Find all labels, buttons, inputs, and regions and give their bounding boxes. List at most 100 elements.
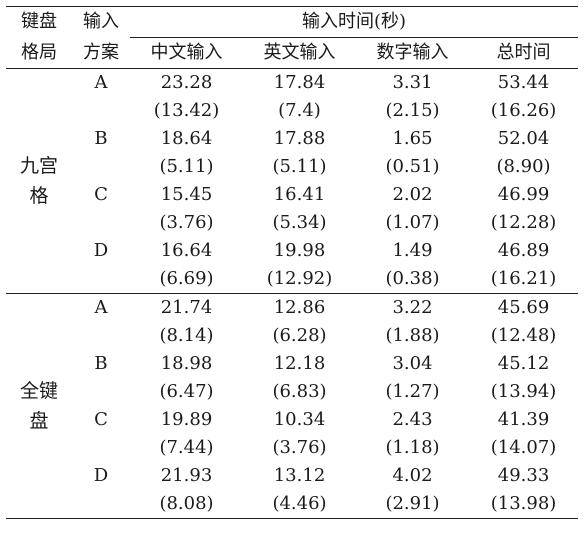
keyboard-layout-text: 全键 — [19, 380, 58, 402]
keyboard-layout-text: 九宫 — [19, 155, 58, 177]
sd-value-cell: (4.46) — [243, 490, 356, 519]
table-row-mean: 九宫格 A 23.28 17.84 3.31 53.44 — [6, 69, 578, 207]
table-row-sd: (8.14) (6.28) (1.88) (12.48) — [6, 322, 578, 350]
sd-value-cell: (14.07) — [490, 437, 557, 458]
mean-value-cell: 17.84 — [273, 72, 326, 93]
table-row-sd: (3.76) (5.34) (1.07) (12.28) — [6, 209, 578, 237]
table-body: 九宫格 A 23.28 17.84 3.31 53.44 (13.42) (7.4) (2.15… — [6, 69, 579, 519]
sd-value-cell: (12.48) — [490, 325, 557, 346]
mean-value-cell: 18.98 — [160, 353, 213, 374]
sd-value-cell: (6.47) — [159, 381, 214, 402]
sd-value-cell: (7.44) — [159, 437, 214, 458]
sd-value-cell: (16.21) — [490, 268, 557, 289]
table-row-mean: 全键盘 A 21.74 12.86 3.22 45.69 — [6, 293, 579, 519]
sd-value-cell: (6.69) — [159, 268, 214, 289]
table-header: 键盘 输入 输入时间(秒) 格局 方案 中文输入 英文输入 数字输入 总时间 — [6, 6, 579, 69]
sd-value-cell: (12.92) — [266, 268, 333, 289]
mean-value-cell: 3.22 — [356, 293, 469, 322]
table-row-mean: C 19.89 10.34 2.43 41.39 — [6, 406, 578, 434]
sd-value-cell: (5.11) — [159, 156, 214, 177]
sd-value-cell: (16.26) — [490, 100, 557, 121]
scheme-label: D — [72, 462, 130, 519]
scheme-label: C — [94, 184, 108, 205]
scheme-label: A — [94, 72, 108, 93]
mean-value-cell: 45.12 — [497, 353, 550, 374]
sd-value-cell: (7.4) — [278, 100, 321, 121]
table-row-sd: (6.47) (6.83) (1.27) (13.94) — [6, 378, 578, 406]
sd-value-cell: (0.51) — [385, 156, 440, 177]
column-header: 数字输入 — [356, 37, 469, 69]
mean-value-cell: 2.02 — [392, 184, 433, 205]
table-row-mean: D 21.93 13.12 4.02 49.33 — [6, 462, 578, 519]
sd-value-cell: (8.90) — [496, 156, 551, 177]
mean-value-cell: 3.31 — [392, 72, 433, 93]
group-header: 输入时间(秒) — [130, 6, 579, 38]
mean-value-cell: 16.41 — [273, 184, 326, 205]
scheme-label: C — [94, 409, 108, 430]
mean-value-cell: 10.34 — [273, 409, 326, 430]
table-row-sd: (8.08) (4.46) (2.91) (13.98) — [6, 490, 579, 519]
sd-value-cell: (5.11) — [272, 156, 327, 177]
mean-value-cell: 3.04 — [392, 353, 433, 374]
sd-value-cell: (2.91) — [356, 490, 469, 519]
mean-value-cell: 45.69 — [469, 293, 579, 322]
mean-value-cell: 1.65 — [392, 128, 433, 149]
mean-value-cell: 53.44 — [497, 72, 550, 93]
column-header: 总时间 — [469, 37, 579, 69]
mean-value-cell: 19.89 — [160, 409, 213, 430]
sd-value-cell: (13.42) — [153, 100, 220, 121]
sd-value-cell: (3.76) — [159, 212, 214, 233]
sd-value-cell: (2.15) — [385, 100, 440, 121]
keyboard-layout-text: 盘 — [29, 410, 49, 432]
header-cell: 输入 — [72, 6, 130, 38]
mean-value-cell: 41.39 — [497, 409, 550, 430]
scheme-label: B — [94, 128, 108, 149]
mean-value-cell: 12.86 — [243, 293, 356, 322]
sd-value-cell: (13.94) — [490, 381, 557, 402]
header-cell: 方案 — [72, 37, 130, 69]
table-row-sd: (7.44) (3.76) (1.18) (14.07) — [6, 434, 578, 462]
keyboard-layout-text: 格 — [29, 185, 49, 207]
mean-value-cell: 1.49 — [392, 240, 433, 261]
keyboard-layout-label: 九宫格 — [6, 69, 72, 294]
sd-value-cell: (1.07) — [385, 212, 440, 233]
keyboard-layout-label: 全键盘 — [6, 293, 72, 519]
header-cell: 键盘 — [6, 6, 72, 38]
table-row-sd: (5.11) (5.11) (0.51) (8.90) — [6, 153, 578, 181]
sd-value-cell: (3.76) — [272, 437, 327, 458]
table-row-mean: C 15.45 16.41 2.02 46.99 — [6, 181, 578, 209]
mean-value-cell: 18.64 — [160, 128, 213, 149]
scheme-label: A — [72, 293, 130, 350]
mean-value-cell: 16.64 — [160, 240, 213, 261]
table-row-mean: B 18.98 12.18 3.04 45.12 — [6, 350, 578, 378]
mean-value-cell: 17.88 — [273, 128, 326, 149]
mean-value-cell: 49.33 — [497, 465, 550, 486]
table-row-sd: (6.69) (12.92) (0.38) (16.21) — [6, 265, 578, 294]
mean-value-cell: 21.74 — [130, 293, 243, 322]
sd-value-cell: (5.34) — [272, 212, 327, 233]
table-row-mean: B 18.64 17.88 1.65 52.04 — [6, 125, 578, 153]
mean-value-cell: 46.99 — [497, 184, 550, 205]
header-cell: 格局 — [6, 37, 72, 69]
table-row-mean: D 16.64 19.98 1.49 46.89 — [6, 237, 578, 265]
sd-value-cell: (1.88) — [385, 325, 440, 346]
mean-value-cell: 2.43 — [392, 409, 433, 430]
table-row-sd: (13.42) (7.4) (2.15) (16.26) — [6, 97, 578, 125]
scheme-label: B — [94, 353, 108, 374]
sd-value-cell: (6.83) — [272, 381, 327, 402]
mean-value-cell: 52.04 — [497, 128, 550, 149]
sd-value-cell: (13.98) — [469, 490, 579, 519]
sd-value-cell: (1.18) — [385, 437, 440, 458]
mean-value-cell: 15.45 — [160, 184, 213, 205]
mean-value-cell: 46.89 — [497, 240, 550, 261]
scheme-label: D — [93, 240, 109, 261]
mean-value-cell: 19.98 — [273, 240, 326, 261]
mean-value-cell: 21.93 — [160, 465, 213, 486]
sd-value-cell: (12.28) — [490, 212, 557, 233]
sd-value-cell: (8.08) — [130, 490, 243, 519]
column-header: 英文输入 — [243, 37, 356, 69]
input-time-table: 键盘 输入 输入时间(秒) 格局 方案 中文输入 英文输入 数字输入 总时间 九… — [6, 6, 579, 519]
sd-value-cell: (8.14) — [159, 325, 214, 346]
mean-value-cell: 12.18 — [273, 353, 326, 374]
mean-value-cell: 23.28 — [160, 72, 213, 93]
